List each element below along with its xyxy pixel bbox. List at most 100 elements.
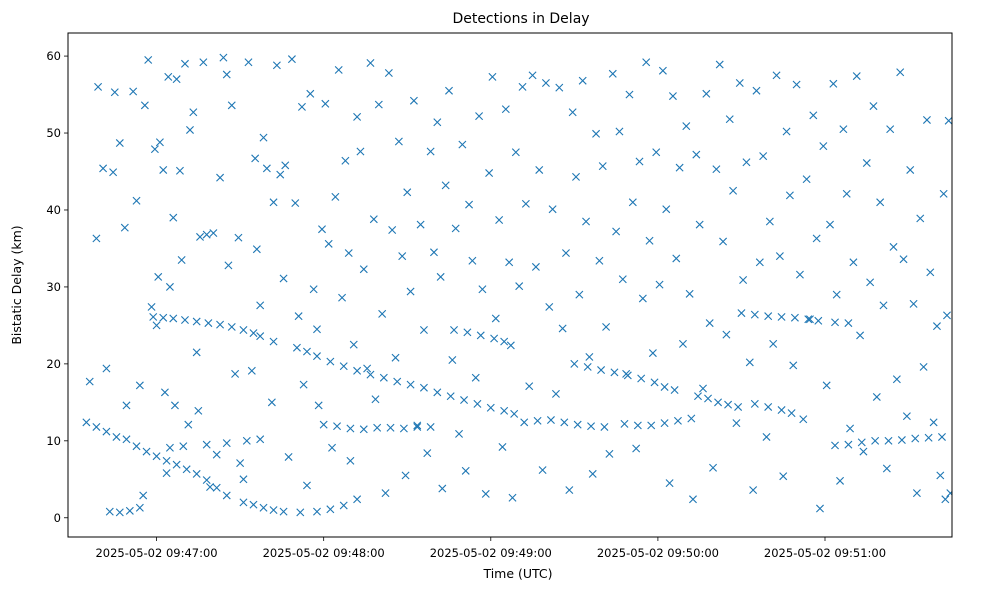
noise-point bbox=[409, 96, 418, 105]
noise-point bbox=[678, 339, 687, 348]
noise-point bbox=[886, 125, 895, 134]
track-point bbox=[122, 435, 131, 444]
track-point bbox=[750, 399, 759, 408]
noise-point bbox=[662, 205, 671, 214]
noise-point bbox=[416, 220, 425, 229]
noise-point bbox=[132, 196, 141, 205]
noise-point bbox=[926, 268, 935, 277]
noise-point bbox=[772, 71, 781, 80]
track-point bbox=[132, 442, 141, 451]
noise-point bbox=[592, 129, 601, 138]
noise-point bbox=[909, 299, 918, 308]
track-point bbox=[202, 440, 211, 449]
track-point bbox=[419, 383, 428, 392]
noise-point bbox=[719, 237, 728, 246]
noise-point bbox=[722, 330, 731, 339]
noise-point bbox=[244, 58, 253, 67]
noise-point bbox=[732, 419, 741, 428]
noise-point bbox=[869, 102, 878, 111]
noise-point bbox=[177, 256, 186, 264]
track-point bbox=[804, 315, 813, 324]
track-point bbox=[687, 414, 696, 423]
noise-point bbox=[755, 258, 764, 267]
noise-point bbox=[922, 115, 931, 124]
noise-point bbox=[212, 450, 221, 459]
noise-point bbox=[944, 116, 952, 125]
noise-point bbox=[135, 381, 144, 390]
noise-point bbox=[458, 140, 467, 149]
track-point bbox=[597, 366, 606, 375]
noise-point bbox=[231, 369, 240, 378]
noise-point bbox=[294, 312, 303, 321]
noise-point bbox=[809, 111, 818, 120]
track-point bbox=[239, 498, 248, 507]
noise-point bbox=[685, 289, 694, 298]
noise-point bbox=[872, 392, 881, 401]
noise-point bbox=[279, 274, 288, 283]
track-point bbox=[165, 443, 174, 452]
noise-point bbox=[682, 122, 691, 131]
track-point bbox=[937, 432, 946, 441]
noise-point bbox=[541, 79, 550, 88]
track-point bbox=[82, 418, 91, 427]
noise-point bbox=[234, 233, 243, 242]
noise-point bbox=[152, 321, 161, 330]
noise-point bbox=[324, 239, 333, 248]
track-point bbox=[610, 368, 619, 377]
noise-point bbox=[558, 324, 567, 333]
noise-point bbox=[812, 234, 821, 243]
noise-point bbox=[394, 137, 403, 146]
noise-point bbox=[775, 252, 784, 261]
track-point bbox=[105, 507, 114, 516]
track-point bbox=[182, 465, 191, 474]
noise-point bbox=[481, 489, 490, 498]
noise-point bbox=[369, 215, 378, 224]
x-tick-label: 2025-05-02 09:49:00 bbox=[430, 546, 552, 560]
noise-point bbox=[912, 489, 921, 498]
noise-point bbox=[381, 489, 390, 498]
noise-point bbox=[615, 127, 624, 136]
track-point bbox=[212, 483, 221, 492]
noise-point bbox=[916, 214, 925, 223]
noise-point bbox=[799, 415, 808, 424]
track-point bbox=[714, 398, 723, 407]
noise-point bbox=[192, 348, 201, 357]
track-point bbox=[192, 469, 201, 478]
track-point bbox=[560, 418, 569, 427]
track-point bbox=[844, 319, 853, 328]
track-point bbox=[222, 439, 231, 448]
noise-point bbox=[155, 138, 164, 147]
noise-point bbox=[765, 217, 774, 226]
chart-title: Detections in Delay bbox=[452, 11, 589, 27]
noise-point bbox=[251, 154, 260, 163]
track-point bbox=[386, 423, 395, 432]
noise-point bbox=[224, 261, 233, 270]
track-point bbox=[750, 310, 759, 319]
track-point bbox=[724, 400, 733, 409]
track-point bbox=[777, 406, 786, 415]
noise-point bbox=[859, 447, 868, 456]
noise-point bbox=[328, 443, 337, 452]
noise-point bbox=[170, 401, 179, 410]
track-point bbox=[844, 440, 853, 449]
noise-point bbox=[438, 484, 447, 493]
noise-point bbox=[297, 102, 306, 111]
noise-point bbox=[461, 466, 470, 475]
x-axis-ticks: 2025-05-02 09:47:00 2025-05-02 09:48:00 20… bbox=[95, 537, 886, 560]
noise-point bbox=[309, 285, 318, 294]
track-point bbox=[373, 423, 382, 432]
noise-point bbox=[313, 325, 321, 334]
track-point bbox=[587, 422, 596, 431]
noise-point bbox=[555, 83, 564, 92]
noise-point bbox=[334, 65, 343, 74]
noise-point bbox=[652, 148, 661, 157]
noise-point bbox=[538, 466, 547, 475]
noise-point bbox=[846, 424, 855, 433]
noise-point bbox=[448, 356, 457, 365]
noise-point bbox=[946, 489, 952, 498]
noise-point bbox=[896, 68, 905, 77]
x-tick-label: 2025-05-02 09:51:00 bbox=[764, 546, 886, 560]
noise-point bbox=[363, 364, 372, 373]
track-point bbox=[777, 312, 786, 321]
